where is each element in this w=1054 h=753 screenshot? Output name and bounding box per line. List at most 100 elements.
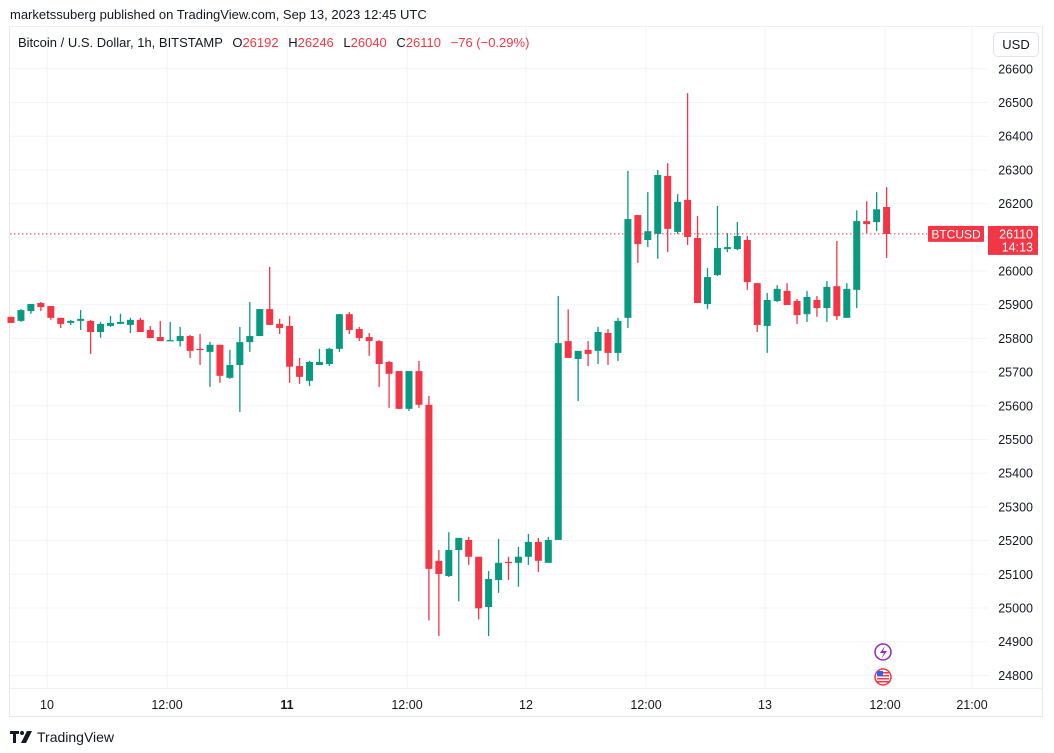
candle[interactable] [335,314,343,352]
candle[interactable] [266,266,274,325]
high-value: 26246 [297,35,334,50]
candle[interactable] [514,547,522,587]
candle[interactable] [236,326,244,412]
candle[interactable] [485,570,493,636]
candle[interactable] [505,556,512,581]
candle[interactable] [793,298,801,324]
candle[interactable] [664,163,672,253]
candle[interactable] [584,341,592,367]
candle[interactable] [803,290,811,322]
candle[interactable] [435,550,443,636]
candle[interactable] [534,537,542,572]
currency-button[interactable]: USD [993,32,1039,57]
candle[interactable] [554,295,562,540]
candle[interactable] [544,536,552,563]
candle[interactable] [883,187,891,258]
candle[interactable] [644,192,652,248]
candle[interactable] [733,222,741,251]
candle[interactable] [345,312,353,335]
candle[interactable] [325,347,333,367]
candle[interactable] [743,235,751,290]
candle[interactable] [564,309,572,358]
candle[interactable] [524,533,532,565]
candle[interactable] [425,396,433,621]
candle[interactable] [753,283,761,332]
candle[interactable] [833,241,841,320]
last-price-value: 26110 [999,227,1033,241]
candle[interactable] [97,321,105,338]
candle[interactable] [405,371,413,411]
candle[interactable] [783,283,791,306]
candle[interactable] [296,357,304,384]
candle[interactable] [654,169,662,259]
candle[interactable] [395,371,403,409]
candle[interactable] [126,317,134,334]
candle[interactable] [226,349,234,379]
candle[interactable] [763,292,771,353]
candle[interactable] [286,315,294,383]
candle[interactable] [604,328,612,366]
candle[interactable] [674,194,682,234]
candle[interactable] [415,360,423,408]
candle[interactable] [624,170,632,328]
candle[interactable] [594,326,602,365]
tradingview-brand[interactable]: TradingView [10,729,114,745]
candle[interactable] [136,317,144,332]
candle[interactable] [206,341,214,387]
candle[interactable] [455,537,463,602]
candle[interactable] [146,325,154,339]
candle[interactable] [574,350,582,402]
candle[interactable] [87,319,95,354]
candle-body [296,366,304,377]
candle[interactable] [355,326,363,342]
candle[interactable] [723,232,731,253]
candle[interactable] [445,532,453,577]
candle[interactable] [315,348,323,366]
candle[interactable] [57,317,65,328]
candle[interactable] [67,319,75,325]
candle[interactable] [823,281,831,322]
candle[interactable] [365,333,373,356]
candle-body [704,277,711,305]
candle-body [713,248,721,276]
candle[interactable] [107,315,114,327]
candle[interactable] [385,360,393,408]
candle[interactable] [246,302,254,352]
candle[interactable] [176,326,184,347]
candle-body [733,235,741,250]
candle[interactable] [713,205,721,277]
candle-body [425,404,433,569]
candle[interactable] [475,556,483,620]
candle[interactable] [77,310,85,330]
candle[interactable] [375,340,383,387]
candle[interactable] [873,192,881,232]
candle[interactable] [116,313,124,324]
candle[interactable] [37,302,45,312]
candle[interactable] [495,538,503,593]
candle[interactable] [863,201,871,233]
candle[interactable] [216,344,224,383]
candle[interactable] [614,317,622,361]
candle[interactable] [47,306,55,320]
candle[interactable] [256,309,264,337]
candle[interactable] [773,285,781,303]
candle[interactable] [156,320,164,342]
candle[interactable] [17,309,25,322]
candle[interactable] [306,360,313,386]
candle-body [7,316,15,323]
candle[interactable] [196,334,204,366]
candle[interactable] [704,267,711,310]
candle[interactable] [7,316,15,323]
candle[interactable] [684,93,692,246]
candle[interactable] [166,321,174,342]
candle[interactable] [813,295,821,317]
candle[interactable] [465,536,473,565]
candle[interactable] [634,215,642,263]
candle[interactable] [276,318,284,335]
candle[interactable] [843,283,851,318]
candle[interactable] [186,335,194,358]
candle[interactable] [694,216,702,304]
candle[interactable] [853,210,861,309]
candle[interactable] [27,304,35,314]
